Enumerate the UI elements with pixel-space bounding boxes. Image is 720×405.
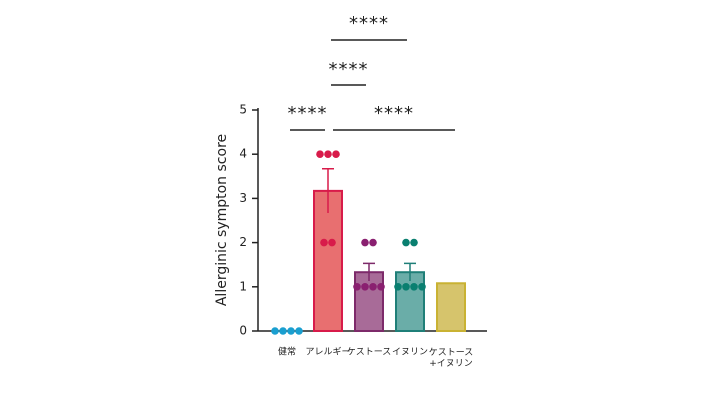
- error-bar: [404, 262, 416, 282]
- data-point: [377, 283, 385, 291]
- data-point: [361, 283, 369, 291]
- data-point: [394, 283, 402, 291]
- data-point: [410, 238, 418, 247]
- error-bar: [322, 168, 334, 213]
- y-tick-label: 1: [239, 279, 247, 293]
- error-bar: [363, 262, 375, 282]
- data-point: [328, 238, 336, 247]
- x-tick-label: アレルギー: [305, 347, 350, 358]
- significance-label: ****: [349, 13, 389, 34]
- x-tick-label: ケストース+イヌリン: [429, 347, 474, 369]
- data-point: [361, 238, 369, 247]
- data-point: [320, 238, 328, 247]
- y-axis-title: Allerginic sympton score: [214, 134, 230, 306]
- bar: [313, 189, 343, 332]
- x-tick-label: 健常: [278, 346, 296, 358]
- data-point: [402, 283, 410, 291]
- data-point: [402, 238, 410, 247]
- y-tick-label: 5: [239, 103, 247, 117]
- significance-label: ****: [374, 103, 414, 124]
- x-tick-label: イヌリン: [392, 348, 428, 358]
- data-point: [279, 327, 287, 335]
- significance-label: ****: [288, 103, 328, 124]
- y-tick-label: 3: [239, 191, 247, 205]
- y-tick-label: 0: [239, 324, 247, 338]
- data-point: [369, 238, 377, 247]
- data-point: [353, 283, 361, 291]
- x-tick-label: ケストース: [347, 347, 392, 358]
- data-point: [316, 150, 324, 158]
- bar: [436, 282, 466, 333]
- data-point: [295, 327, 303, 335]
- data-point: [324, 150, 332, 158]
- data-point: [369, 283, 377, 291]
- significance-label: ****: [329, 59, 369, 80]
- data-point: [287, 327, 295, 335]
- y-tick-label: 4: [239, 147, 247, 161]
- data-point: [271, 327, 279, 335]
- y-tick-label: 2: [239, 235, 247, 249]
- data-point: [332, 150, 340, 158]
- data-point: [418, 283, 426, 291]
- data-point: [410, 283, 418, 291]
